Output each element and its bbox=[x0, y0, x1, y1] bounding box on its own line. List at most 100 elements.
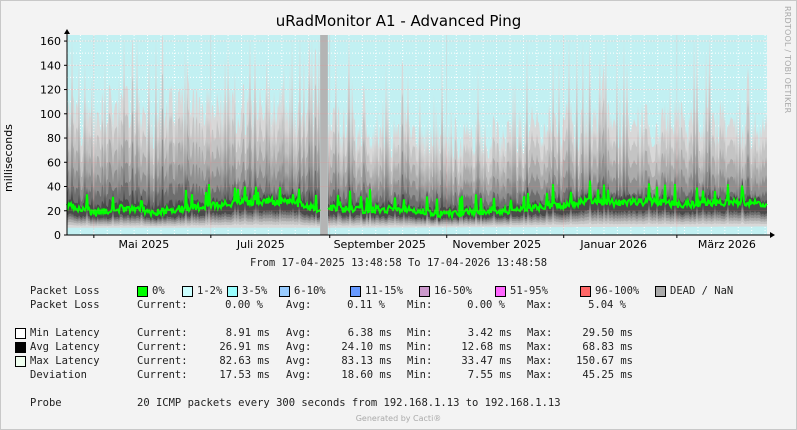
current-label: Current: bbox=[137, 355, 188, 367]
max-label: Max: bbox=[527, 299, 553, 311]
avg-latency-line bbox=[327, 180, 768, 221]
y-axis-arrow bbox=[64, 29, 70, 34]
latency-row-label: Deviation bbox=[30, 369, 87, 381]
packet-loss-current: 0.00 % bbox=[225, 299, 263, 311]
y-tick-label: 160 bbox=[40, 35, 61, 48]
latency-min: 3.42 ms bbox=[467, 327, 512, 339]
latency-avg: 18.60 ms bbox=[341, 369, 392, 381]
y-tick-label: 60 bbox=[47, 156, 61, 169]
probe-row: Probe 20 ICMP packets every 300 seconds f… bbox=[0, 397, 797, 411]
packet-loss-item-label: 6-10% bbox=[294, 285, 326, 297]
probe-label: Probe bbox=[30, 397, 62, 409]
packet-loss-legend: Packet Loss 0% 1-2% 3-5% 6-10% 11-15% 16-50% 51… bbox=[0, 285, 797, 299]
latency-stats-row: Min Latency Current: 8.91 ms Avg: 6.38 ms Min… bbox=[0, 327, 797, 341]
rrdtool-credit: RRDTOOL / TOBI OETIKER bbox=[783, 6, 792, 114]
latency-avg: 24.10 ms bbox=[341, 341, 392, 353]
avg-latency-line bbox=[66, 183, 321, 219]
x-tick-label: Mai 2025 bbox=[118, 238, 169, 251]
latency-max: 45.25 ms bbox=[582, 369, 633, 381]
avg-label: Avg: bbox=[286, 341, 312, 353]
y-tick-label: 40 bbox=[47, 181, 61, 194]
packet-loss-item-label: 96-100% bbox=[595, 285, 640, 297]
packet-loss-label: Packet Loss bbox=[30, 299, 100, 311]
packet-loss-min: 0.00 % bbox=[467, 299, 505, 311]
latency-row-label: Avg Latency bbox=[30, 341, 100, 353]
packet-loss-swatch bbox=[495, 286, 506, 297]
latency-avg: 83.13 ms bbox=[341, 355, 392, 367]
packet-loss-stats: Packet Loss Current: 0.00 % Avg: 0.11 % Min: 0… bbox=[0, 299, 797, 313]
x-tick-label: März 2026 bbox=[698, 238, 756, 251]
latency-avg: 6.38 ms bbox=[347, 327, 392, 339]
latency-stats-row: Max Latency Current: 82.63 ms Avg: 83.13 ms M… bbox=[0, 355, 797, 369]
max-label: Max: bbox=[527, 341, 553, 353]
latency-min: 7.55 ms bbox=[467, 369, 512, 381]
latency-current: 26.91 ms bbox=[219, 341, 270, 353]
min-label: Min: bbox=[407, 299, 433, 311]
y-tick-label: 100 bbox=[40, 108, 61, 121]
nan-gap-band bbox=[320, 35, 328, 235]
latency-chart: 0 20 40 60 80 100 120 140 160 Mai 2025 Juli 2025 Se… bbox=[40, 29, 775, 251]
packet-loss-item-label: 3-5% bbox=[242, 285, 268, 297]
packet-loss-swatch bbox=[137, 286, 148, 297]
packet-loss-item-label: 11-15% bbox=[365, 285, 403, 297]
latency-current: 8.91 ms bbox=[225, 327, 270, 339]
latency-swatch bbox=[15, 356, 26, 367]
min-label: Min: bbox=[407, 327, 433, 339]
latency-min: 33.47 ms bbox=[461, 355, 512, 367]
max-label: Max: bbox=[527, 369, 553, 381]
packet-loss-label: Packet Loss bbox=[30, 285, 100, 297]
packet-loss-avg: 0.11 % bbox=[347, 299, 385, 311]
packet-loss-item-label: 16-50% bbox=[434, 285, 472, 297]
generated-by-footer: Generated by Cacti® bbox=[355, 414, 442, 423]
packet-loss-swatch bbox=[655, 286, 666, 297]
latency-min: 12.68 ms bbox=[461, 341, 512, 353]
y-tick-label: 20 bbox=[47, 205, 61, 218]
current-label: Current: bbox=[137, 369, 188, 381]
avg-label: Avg: bbox=[286, 355, 312, 367]
latency-current: 82.63 ms bbox=[219, 355, 270, 367]
x-tick-label: Januar 2026 bbox=[579, 238, 647, 251]
max-label: Max: bbox=[527, 355, 553, 367]
avg-label: Avg: bbox=[286, 299, 312, 311]
packet-loss-swatch bbox=[580, 286, 591, 297]
graph-title: uRadMonitor A1 - Advanced Ping bbox=[275, 12, 522, 30]
latency-max: 68.83 ms bbox=[582, 341, 633, 353]
latency-stats-row: Deviation Current: 17.53 ms Avg: 18.60 ms Min… bbox=[0, 369, 797, 383]
packet-loss-item-label: 51-95% bbox=[510, 285, 548, 297]
x-tick-label: September 2025 bbox=[334, 238, 426, 251]
min-label: Min: bbox=[407, 369, 433, 381]
latency-max: 150.67 ms bbox=[576, 355, 633, 367]
latency-swatch bbox=[15, 342, 26, 353]
current-label: Current: bbox=[137, 299, 188, 311]
packet-loss-swatch bbox=[419, 286, 430, 297]
y-tick-label: 0 bbox=[54, 229, 61, 242]
latency-row-label: Max Latency bbox=[30, 355, 100, 367]
packet-loss-swatch bbox=[350, 286, 361, 297]
avg-label: Avg: bbox=[286, 327, 312, 339]
avg-label: Avg: bbox=[286, 369, 312, 381]
date-range: From 17-04-2025 13:48:58 To 17-04-2026 1… bbox=[249, 257, 548, 269]
y-tick-label: 140 bbox=[40, 59, 61, 72]
latency-max: 29.50 ms bbox=[582, 327, 633, 339]
x-tick-label: November 2025 bbox=[452, 238, 541, 251]
latency-swatch bbox=[15, 328, 26, 339]
packet-loss-swatch bbox=[227, 286, 238, 297]
current-label: Current: bbox=[137, 327, 188, 339]
packet-loss-item-label: 0% bbox=[152, 285, 165, 297]
min-label: Min: bbox=[407, 355, 433, 367]
latency-row-label: Min Latency bbox=[30, 327, 100, 339]
packet-loss-item-label: 1-2% bbox=[197, 285, 223, 297]
latency-stats-row: Avg Latency Current: 26.91 ms Avg: 24.10 ms M… bbox=[0, 341, 797, 355]
packet-loss-max: 5.04 % bbox=[588, 299, 626, 311]
y-tick-label: 80 bbox=[47, 132, 61, 145]
packet-loss-swatch bbox=[279, 286, 290, 297]
x-tick-label: Juli 2025 bbox=[236, 238, 285, 251]
max-label: Max: bbox=[527, 327, 553, 339]
x-axis-arrow bbox=[770, 232, 775, 238]
packet-loss-swatch bbox=[182, 286, 193, 297]
min-label: Min: bbox=[407, 341, 433, 353]
latency-current: 17.53 ms bbox=[219, 369, 270, 381]
current-label: Current: bbox=[137, 341, 188, 353]
packet-loss-item-label: DEAD / NaN bbox=[670, 285, 734, 297]
probe-text: 20 ICMP packets every 300 seconds from 1… bbox=[137, 397, 561, 409]
